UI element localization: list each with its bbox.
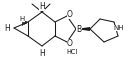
Polygon shape xyxy=(76,27,90,31)
Text: NH: NH xyxy=(114,25,124,31)
Text: H: H xyxy=(39,1,45,11)
Text: HCl: HCl xyxy=(66,49,78,55)
Text: O: O xyxy=(67,9,73,18)
Text: H: H xyxy=(39,48,45,57)
Text: O: O xyxy=(67,40,73,48)
Text: H: H xyxy=(19,16,25,22)
Text: H: H xyxy=(4,24,10,32)
Text: B: B xyxy=(76,24,82,34)
